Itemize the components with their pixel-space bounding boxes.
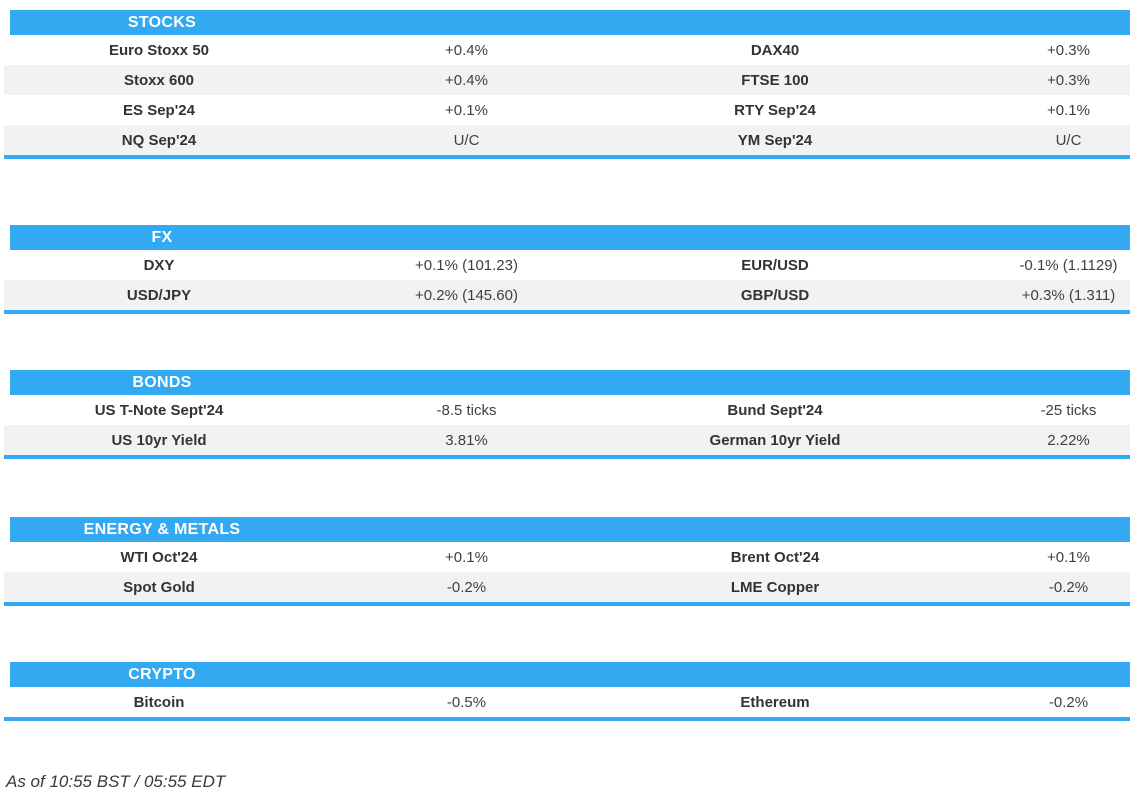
- table-row: US 10yr Yield 3.81% German 10yr Yield 2.…: [4, 425, 1130, 455]
- instrument-value-left: -0.5%: [446, 693, 487, 711]
- instrument-label-right: Ethereum: [740, 693, 810, 711]
- instrument-value-left: +0.2% (145.60): [415, 286, 518, 304]
- section-title: CRYPTO: [128, 665, 196, 683]
- instrument-label-left: NQ Sep'24: [121, 131, 197, 149]
- instrument-label-right: Brent Oct'24: [730, 548, 820, 566]
- market-section: BONDS US T-Note Sept'24 -8.5 ticks Bund …: [4, 370, 1130, 459]
- section-rows: DXY +0.1% (101.23) EUR/USD -0.1% (1.1129…: [4, 250, 1130, 314]
- instrument-value-right: -0.2%: [1048, 693, 1089, 711]
- market-section: FX DXY +0.1% (101.23) EUR/USD -0.1% (1.1…: [4, 225, 1130, 314]
- section-header: CRYPTO: [10, 662, 1130, 687]
- instrument-value-left: +0.4%: [445, 41, 488, 59]
- section-title: ENERGY & METALS: [83, 520, 241, 538]
- instrument-value-left: +0.1% (101.23): [415, 256, 518, 274]
- section-title: STOCKS: [127, 13, 197, 31]
- instrument-value-right: +0.1%: [1047, 548, 1090, 566]
- instrument-label-right: DAX40: [750, 41, 800, 59]
- instrument-value-right: U/C: [1055, 131, 1082, 149]
- table-row: US T-Note Sept'24 -8.5 ticks Bund Sept'2…: [4, 395, 1130, 425]
- section-title: BONDS: [132, 373, 192, 391]
- table-row: Spot Gold -0.2% LME Copper -0.2%: [4, 572, 1130, 602]
- table-row: Stoxx 600 +0.4% FTSE 100 +0.3%: [4, 65, 1130, 95]
- section-header: BONDS: [10, 370, 1130, 395]
- instrument-label-left: Bitcoin: [133, 693, 185, 711]
- instrument-label-right: RTY Sep'24: [734, 101, 816, 119]
- instrument-label-right: YM Sep'24: [737, 131, 813, 149]
- table-row: NQ Sep'24 U/C YM Sep'24 U/C: [4, 125, 1130, 155]
- instrument-value-right: +0.3% (1.311): [1021, 286, 1116, 304]
- instrument-value-left: -8.5 ticks: [436, 401, 497, 419]
- market-section: CRYPTO Bitcoin -0.5% Ethereum -0.2%: [4, 662, 1130, 721]
- instrument-label-left: DXY: [143, 256, 175, 274]
- instrument-value-left: +0.4%: [445, 71, 488, 89]
- section-rows: WTI Oct'24 +0.1% Brent Oct'24 +0.1% Spot…: [4, 542, 1130, 606]
- instrument-value-right: +0.1%: [1047, 101, 1090, 119]
- table-row: WTI Oct'24 +0.1% Brent Oct'24 +0.1%: [4, 542, 1130, 572]
- table-row: Euro Stoxx 50 +0.4% DAX40 +0.3%: [4, 35, 1130, 65]
- instrument-label-left: USD/JPY: [126, 286, 192, 304]
- instrument-label-right: LME Copper: [730, 578, 820, 596]
- instrument-value-right: -0.1% (1.1129): [1019, 256, 1118, 274]
- instrument-label-left: Stoxx 600: [123, 71, 195, 89]
- instrument-value-left: +0.1%: [445, 548, 488, 566]
- instrument-value-left: +0.1%: [445, 101, 488, 119]
- section-header: STOCKS: [10, 10, 1130, 35]
- table-row: ES Sep'24 +0.1% RTY Sep'24 +0.1%: [4, 95, 1130, 125]
- section-header: ENERGY & METALS: [10, 517, 1130, 542]
- instrument-label-left: ES Sep'24: [123, 101, 195, 119]
- instrument-value-left: -0.2%: [446, 578, 487, 596]
- instrument-label-right: FTSE 100: [741, 71, 809, 89]
- instrument-label-left: Euro Stoxx 50: [108, 41, 210, 59]
- instrument-label-left: US T-Note Sept'24: [94, 401, 224, 419]
- instrument-value-right: -25 ticks: [1040, 401, 1097, 419]
- sections: STOCKS Euro Stoxx 50 +0.4% DAX40 +0.3% S…: [4, 10, 1130, 721]
- section-title: FX: [151, 228, 173, 246]
- instrument-label-right: Bund Sept'24: [727, 401, 823, 419]
- instrument-label-right: GBP/USD: [740, 286, 810, 304]
- market-section: STOCKS Euro Stoxx 50 +0.4% DAX40 +0.3% S…: [4, 10, 1130, 159]
- instrument-value-right: 2.22%: [1047, 431, 1090, 449]
- instrument-label-right: EUR/USD: [741, 256, 809, 274]
- table-row: DXY +0.1% (101.23) EUR/USD -0.1% (1.1129…: [4, 250, 1130, 280]
- instrument-value-right: -0.2%: [1048, 578, 1089, 596]
- instrument-label-left: WTI Oct'24: [120, 548, 198, 566]
- instrument-value-left: 3.81%: [445, 431, 488, 449]
- instrument-label-left: Spot Gold: [123, 578, 195, 596]
- section-header: FX: [10, 225, 1130, 250]
- instrument-value-right: +0.3%: [1047, 71, 1090, 89]
- section-rows: US T-Note Sept'24 -8.5 ticks Bund Sept'2…: [4, 395, 1130, 459]
- table-row: Bitcoin -0.5% Ethereum -0.2%: [4, 687, 1130, 717]
- instrument-value-left: U/C: [453, 131, 480, 149]
- table-row: USD/JPY +0.2% (145.60) GBP/USD +0.3% (1.…: [4, 280, 1130, 310]
- section-rows: Euro Stoxx 50 +0.4% DAX40 +0.3% Stoxx 60…: [4, 35, 1130, 159]
- instrument-value-right: +0.3%: [1047, 41, 1090, 59]
- instrument-label-right: German 10yr Yield: [709, 431, 841, 449]
- footer-timestamp: As of 10:55 BST / 05:55 EDT: [6, 772, 226, 791]
- section-rows: Bitcoin -0.5% Ethereum -0.2%: [4, 687, 1130, 721]
- instrument-label-left: US 10yr Yield: [111, 431, 207, 449]
- market-section: ENERGY & METALS WTI Oct'24 +0.1% Brent O…: [4, 517, 1130, 606]
